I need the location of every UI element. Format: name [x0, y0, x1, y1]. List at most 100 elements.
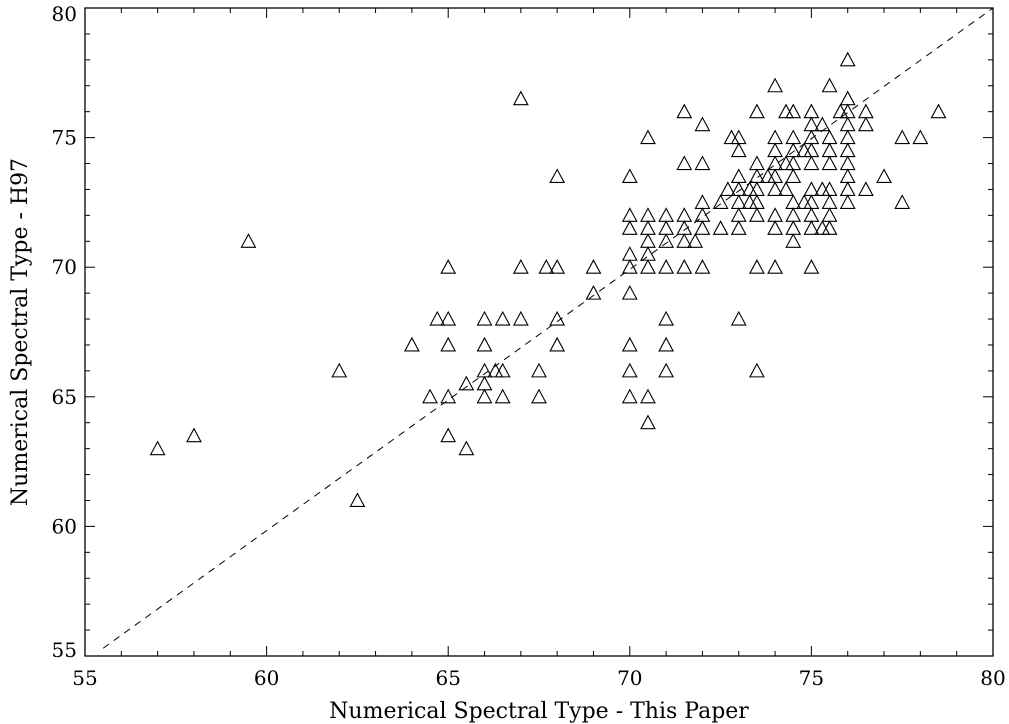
y-axis-title: Numerical Spectral Type - H97	[8, 158, 33, 506]
data-point-triangle	[767, 77, 784, 93]
data-point-triangle	[676, 207, 693, 222]
data-point-triangle	[676, 259, 693, 274]
data-point-triangle	[821, 155, 838, 171]
data-point-triangle	[730, 207, 747, 222]
data-point-triangle	[440, 310, 457, 326]
data-point-triangle	[839, 116, 856, 132]
data-point-triangle	[712, 194, 729, 209]
one-to-one-reference-line	[102, 7, 994, 649]
data-point-triangle	[403, 336, 420, 352]
data-point-triangle	[785, 207, 802, 222]
data-point-triangle	[621, 246, 638, 261]
data-point-triangle	[767, 168, 784, 184]
data-point-triangle	[730, 220, 747, 235]
data-point-triangle	[658, 310, 675, 326]
data-point-triangle	[748, 259, 765, 274]
data-point-triangle	[331, 362, 348, 378]
data-point-triangle	[640, 207, 656, 222]
data-point-triangle	[476, 375, 493, 391]
y-tick-label: 80	[52, 2, 77, 26]
data-point-triangle	[585, 284, 602, 300]
data-point-triangle	[694, 116, 711, 132]
x-axis-title: Numerical Spectral Type - This Paper	[329, 699, 749, 724]
data-point-triangle	[748, 103, 765, 119]
data-point-triangle	[839, 155, 856, 171]
data-point-triangle	[803, 129, 820, 145]
data-point-triangle	[621, 284, 638, 300]
data-point-triangle	[621, 362, 638, 378]
data-point-triangle	[512, 259, 529, 274]
data-point-triangle	[676, 103, 693, 119]
data-point-triangle	[803, 155, 820, 171]
data-point-triangle	[512, 90, 529, 106]
data-point-triangle	[440, 427, 457, 443]
x-tick-label: 55	[72, 666, 97, 690]
y-tick-label: 65	[52, 385, 77, 409]
data-point-triangle	[719, 181, 736, 196]
data-point-triangle	[676, 155, 693, 171]
data-point-triangle	[458, 440, 475, 456]
data-point-triangle	[658, 233, 675, 248]
axis-ticks	[84, 7, 994, 657]
y-tick-label: 70	[52, 255, 77, 279]
data-point-triangle	[930, 103, 947, 119]
data-point-triangle	[621, 336, 638, 352]
data-point-triangle	[839, 129, 856, 145]
data-point-triangle	[821, 194, 838, 209]
data-point-triangle	[694, 220, 711, 235]
y-tick-label: 55	[52, 638, 77, 662]
data-point-triangle	[512, 310, 529, 326]
data-point-triangle	[640, 259, 656, 274]
data-point-triangle	[494, 310, 511, 326]
data-point-triangle	[767, 259, 784, 274]
data-point-triangle	[839, 181, 856, 196]
data-point-triangle	[712, 220, 729, 235]
data-point-triangle	[730, 310, 747, 326]
data-point-triangle	[640, 388, 656, 404]
data-point-triangle	[531, 362, 547, 378]
data-point-triangle	[814, 116, 831, 132]
data-point-triangle	[748, 207, 765, 222]
data-point-triangle	[857, 116, 874, 132]
data-point-triangle	[748, 362, 765, 378]
data-point-triangle	[694, 259, 711, 274]
data-point-triangle	[748, 181, 765, 196]
data-point-triangle	[778, 181, 794, 196]
data-point-triangle	[494, 388, 511, 404]
data-point-triangle	[538, 259, 555, 274]
data-point-triangle	[803, 207, 820, 222]
data-point-triangle	[785, 129, 802, 145]
data-point-triangle	[621, 259, 638, 274]
data-point-triangle	[687, 233, 704, 248]
data-point-triangle	[585, 259, 602, 274]
data-point-triangle	[549, 310, 566, 326]
data-point-triangle	[240, 233, 257, 248]
data-point-triangle	[748, 194, 765, 209]
data-point-triangle	[621, 388, 638, 404]
data-point-triangle	[821, 129, 838, 145]
data-point-triangle	[694, 207, 711, 222]
data-point-triangle	[476, 388, 493, 404]
data-points	[149, 51, 947, 508]
data-point-triangle	[839, 194, 856, 209]
data-point-triangle	[422, 388, 438, 404]
data-point-triangle	[785, 233, 802, 248]
data-point-triangle	[803, 103, 820, 119]
data-point-triangle	[894, 129, 911, 145]
data-point-triangle	[621, 207, 638, 222]
data-point-triangle	[803, 194, 820, 209]
data-point-triangle	[621, 168, 638, 184]
data-point-triangle	[531, 388, 547, 404]
data-point-triangle	[640, 233, 656, 248]
data-point-triangle	[640, 246, 656, 261]
data-point-triangle	[876, 168, 892, 184]
data-point-triangle	[821, 207, 838, 222]
x-tick-labels: 55 60 65 70 75 80	[72, 666, 1005, 690]
data-point-triangle	[857, 103, 874, 119]
data-point-triangle	[767, 142, 784, 158]
data-point-triangle	[476, 336, 493, 352]
data-point-triangle	[785, 103, 802, 119]
data-point-triangle	[767, 220, 784, 235]
data-point-triangle	[821, 77, 838, 93]
